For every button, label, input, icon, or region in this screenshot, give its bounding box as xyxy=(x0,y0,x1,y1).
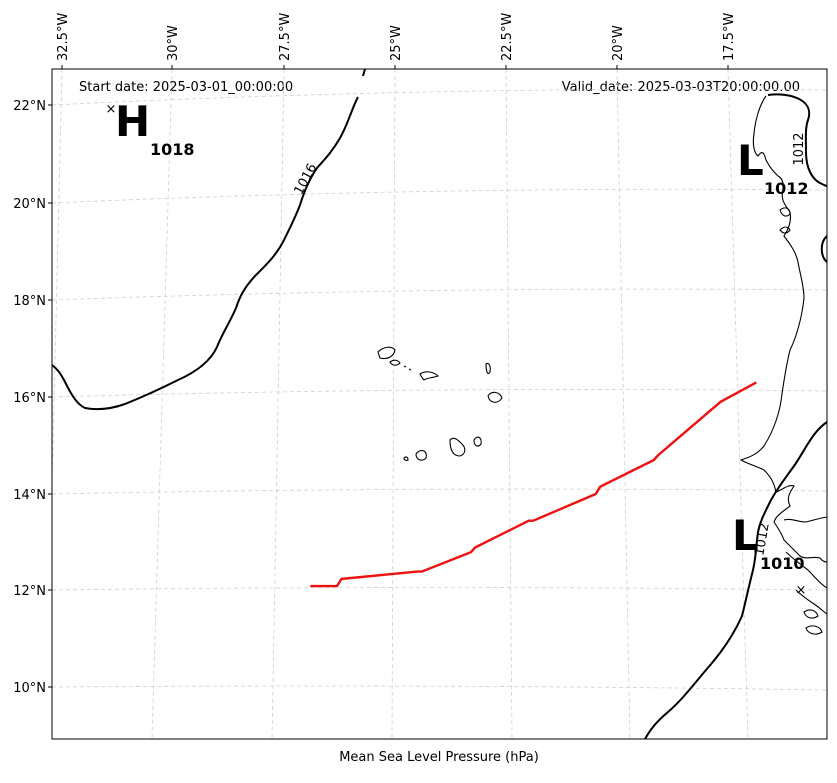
low-pressure-center-north: L 1012 xyxy=(737,136,809,198)
storm-track-line xyxy=(310,381,757,588)
low-letter-south: L xyxy=(732,511,759,560)
isobar-label-1012-south: 1012 xyxy=(752,522,773,557)
high-letter: H xyxy=(115,97,150,146)
center-marker-low-south: × xyxy=(796,583,807,598)
valid-date-label: Valid_date: 2025-03-03T20:00:00.00 xyxy=(562,80,800,95)
lon-tick-label: 17.5°W xyxy=(722,13,737,61)
isobar-1012-south xyxy=(644,421,827,739)
graticule xyxy=(52,69,827,739)
lon-tick-label: 20°W xyxy=(611,25,626,61)
map-area xyxy=(52,69,827,739)
lon-tick-label: 30°W xyxy=(166,25,181,61)
high-pressure-center: × H 1018 xyxy=(106,97,195,159)
high-value: 1018 xyxy=(150,140,195,159)
isobars xyxy=(52,69,827,739)
lon-tick-label: 27.5°W xyxy=(278,13,293,61)
lat-tick-label: 20°N xyxy=(13,197,46,212)
isobar-label-1016: 1016 xyxy=(292,161,321,197)
low-pressure-center-south: × L 1010 xyxy=(732,511,806,598)
lat-tick-label: 16°N xyxy=(13,391,46,406)
map-frame xyxy=(51,68,828,740)
lat-tick-marks xyxy=(48,104,52,688)
cape-verde-islands xyxy=(377,346,503,461)
low-value-south: 1010 xyxy=(760,554,805,573)
lon-tick-label: 25°W xyxy=(389,25,404,61)
lon-tick-marks xyxy=(61,65,729,69)
lon-tick-label: 32.5°W xyxy=(56,13,71,61)
lat-tick-label: 22°N xyxy=(13,99,46,114)
isobar-label-1012-north: 1012 xyxy=(792,132,807,165)
low-value-north: 1012 xyxy=(764,179,809,198)
isobar-1016 xyxy=(52,69,366,411)
lat-tick-label: 10°N xyxy=(13,681,46,696)
start-date-label: Start date: 2025-03-01_00:00:00 xyxy=(79,80,293,95)
low-letter-north: L xyxy=(737,136,764,185)
lat-tick-label: 18°N xyxy=(13,294,46,309)
x-axis-label: Mean Sea Level Pressure (hPa) xyxy=(339,750,539,765)
lat-tick-label: 12°N xyxy=(13,584,46,599)
lon-tick-label: 22.5°W xyxy=(500,13,515,61)
isobar-1012-north xyxy=(767,93,827,187)
africa-coast xyxy=(739,95,827,563)
lat-tick-label: 14°N xyxy=(13,488,46,503)
center-marker-high: × xyxy=(106,102,117,117)
coastlines xyxy=(739,95,827,635)
